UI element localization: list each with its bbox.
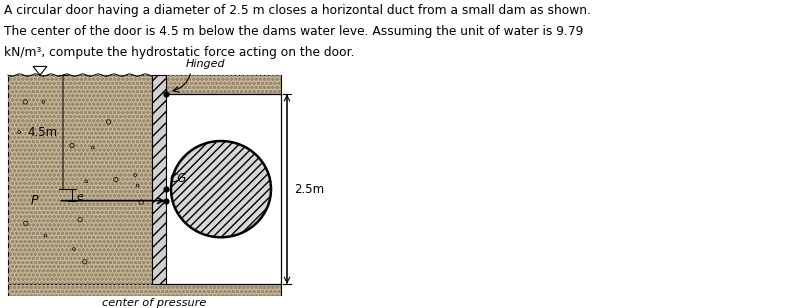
Point bbox=[135, 200, 147, 205]
Bar bbox=[166, 75, 281, 94]
Point bbox=[20, 221, 32, 226]
Text: center of pressure: center of pressure bbox=[102, 298, 207, 308]
Point bbox=[102, 120, 115, 124]
Point bbox=[74, 217, 87, 222]
Point bbox=[131, 183, 144, 188]
Point bbox=[129, 172, 142, 177]
Bar bbox=[166, 94, 281, 284]
Point bbox=[80, 179, 93, 184]
Bar bbox=[8, 284, 281, 297]
Point bbox=[79, 259, 91, 264]
Bar bbox=[8, 284, 281, 297]
Point bbox=[87, 145, 99, 150]
Bar bbox=[152, 75, 166, 284]
Point bbox=[109, 177, 122, 182]
Circle shape bbox=[171, 141, 271, 237]
Bar bbox=[8, 75, 152, 284]
Text: The center of the door is 4.5 m below the dams water leve. Assuming the unit of : The center of the door is 4.5 m below th… bbox=[4, 25, 583, 38]
Text: 2.5m: 2.5m bbox=[294, 183, 324, 196]
Point bbox=[37, 99, 50, 104]
Text: CG: CG bbox=[169, 172, 187, 185]
Bar bbox=[152, 75, 166, 284]
Point bbox=[39, 233, 52, 238]
Text: Hinged: Hinged bbox=[186, 59, 226, 69]
Text: 4.5m: 4.5m bbox=[27, 126, 57, 139]
Bar bbox=[166, 75, 281, 94]
Point bbox=[68, 247, 80, 252]
Text: e: e bbox=[76, 192, 83, 202]
Point bbox=[13, 130, 25, 135]
Point bbox=[19, 99, 31, 104]
Bar bbox=[8, 75, 152, 284]
Point bbox=[66, 143, 79, 148]
Text: P: P bbox=[31, 194, 39, 207]
Text: A circular door having a diameter of 2.5 m closes a horizontal duct from a small: A circular door having a diameter of 2.5… bbox=[4, 4, 591, 17]
Text: kN/m³, compute the hydrostatic force acting on the door.: kN/m³, compute the hydrostatic force act… bbox=[4, 46, 354, 59]
